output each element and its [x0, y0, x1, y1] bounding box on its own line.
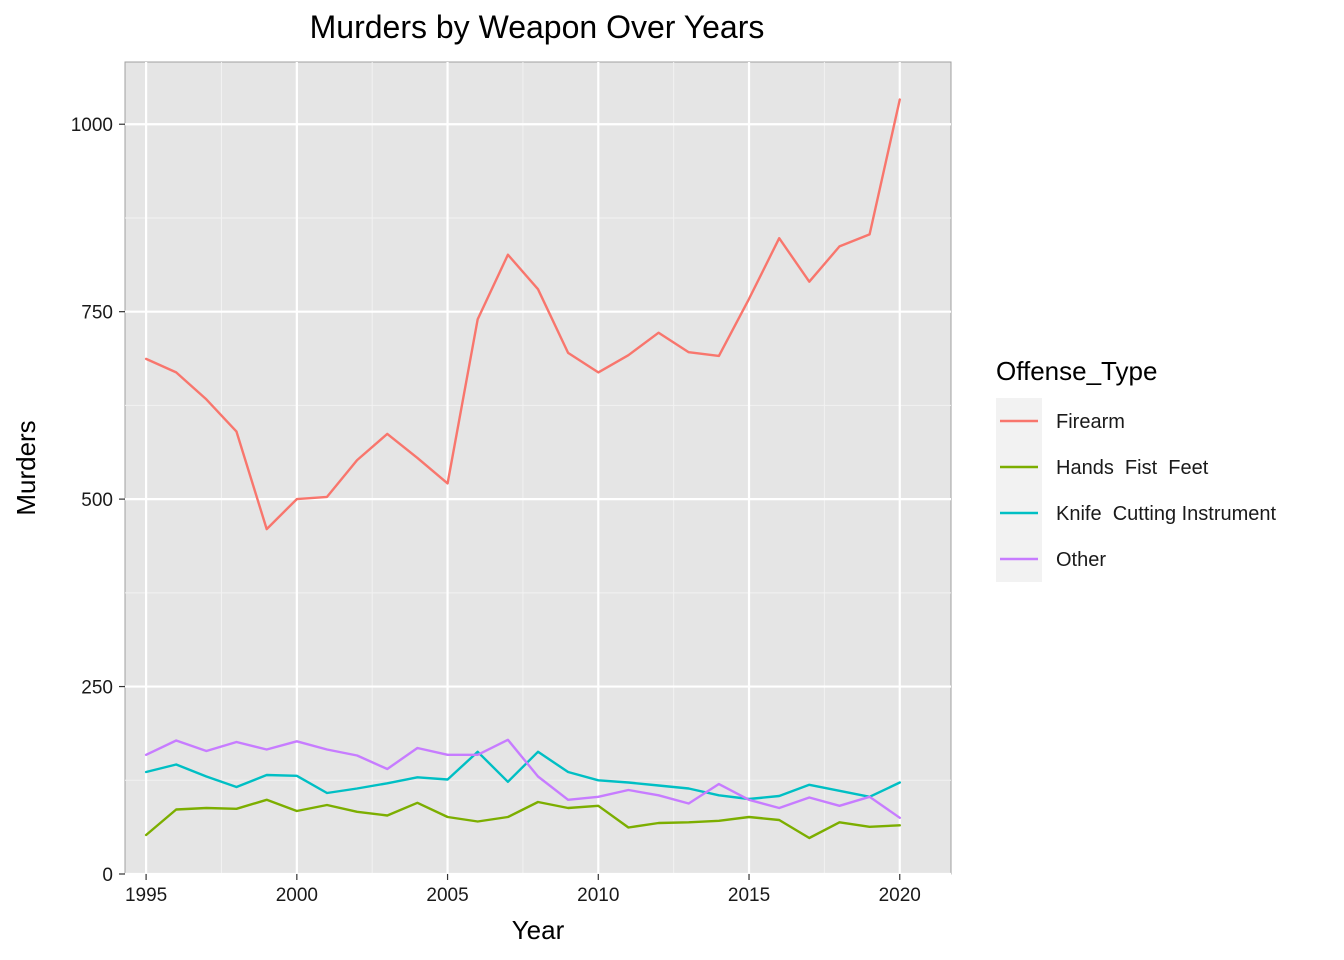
y-tick-label: 0 — [102, 865, 113, 886]
y-tick-label: 1000 — [71, 115, 113, 136]
x-tick-label: 2015 — [728, 885, 770, 906]
x-tick-label: 2020 — [879, 885, 921, 906]
legend-label-3: Other — [1056, 549, 1106, 571]
legend-label-0: Firearm — [1056, 411, 1125, 433]
legend-key-background — [996, 398, 1042, 582]
grid-lines — [125, 62, 951, 876]
series-lines — [144, 98, 901, 840]
legend: Offense_Type Firearm Hands Fist Feet Knife… — [996, 356, 1277, 582]
y-axis-title: Murders — [11, 420, 41, 515]
legend-title: Offense_Type — [996, 356, 1157, 386]
series-line-1 — [144, 798, 901, 840]
y-tick-label: 750 — [81, 303, 113, 324]
x-axis-title: Year — [512, 915, 565, 945]
x-tick-label: 2005 — [426, 885, 468, 906]
legend-label-2: Knife Cutting Instrument — [1056, 503, 1277, 525]
chart-title: Murders by Weapon Over Years — [310, 9, 765, 45]
y-axis: 0 250 500 750 1000 — [71, 115, 125, 886]
x-axis: 1995 2000 2005 2010 2015 2020 — [125, 874, 921, 906]
plot-panel — [124, 61, 952, 875]
series-line-2 — [144, 750, 901, 801]
y-tick-label: 500 — [81, 490, 113, 511]
series-line-3 — [144, 738, 901, 819]
x-tick-label: 2010 — [577, 885, 619, 906]
x-tick-label: 2000 — [276, 885, 318, 906]
x-tick-label: 1995 — [125, 885, 167, 906]
legend-label-1: Hands Fist Feet — [1056, 457, 1209, 479]
y-tick-label: 250 — [81, 678, 113, 699]
series-line-0 — [144, 98, 901, 531]
